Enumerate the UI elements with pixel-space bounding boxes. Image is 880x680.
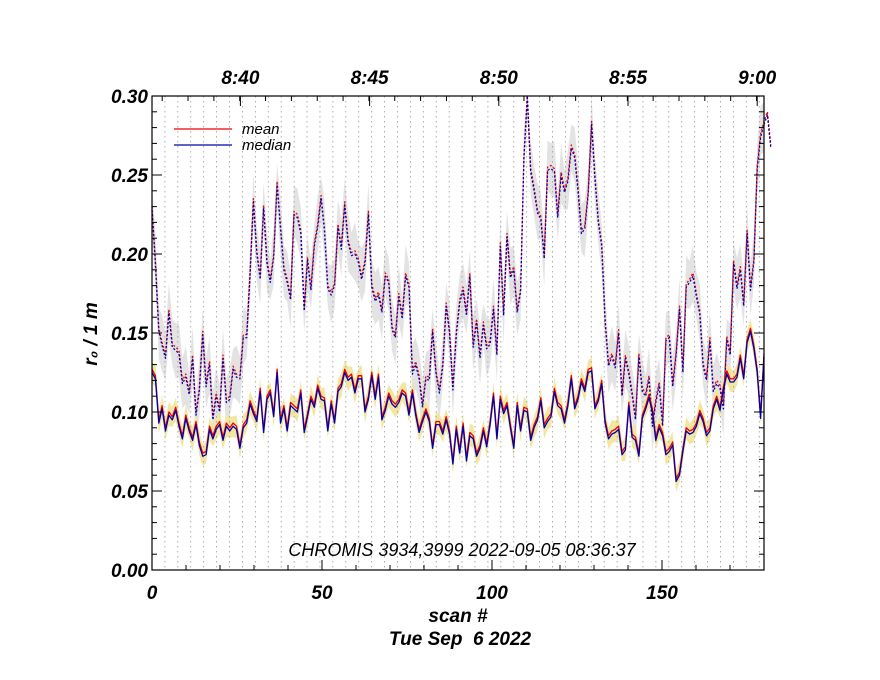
data-series (151, 95, 772, 483)
x-tick-label: 50 (311, 583, 333, 604)
time-tick-label: 9:00 (738, 68, 776, 89)
high-spread-band (152, 96, 764, 452)
y-tick-label: 0.05 (111, 482, 148, 503)
y-tick-label: 0.25 (111, 166, 148, 187)
y-axis-label: r₀ / 1 m (81, 302, 102, 366)
time-tick-label: 8:45 (351, 68, 389, 89)
x-tick-label: 100 (476, 583, 508, 604)
high-mean-line (151, 95, 772, 424)
time-tick-label: 8:55 (609, 68, 647, 89)
y-tick-label: 0.30 (111, 87, 148, 108)
legend-mean-label: mean (242, 121, 280, 138)
legend: mean median (174, 121, 291, 154)
spread-bands (152, 96, 764, 493)
y-tick-label: 0.10 (111, 403, 148, 424)
axes: 0.00 0.05 0.10 0.15 0.20 0.25 0.30 0 50 100 150 8:4… (111, 68, 777, 604)
y-tick-label: 0.15 (111, 324, 148, 345)
x-tick-label: 0 (147, 583, 158, 604)
time-tick-label: 8:40 (221, 68, 259, 89)
y-tick-label: 0.20 (111, 245, 148, 266)
chart-annotation: CHROMIS 3934,3999 2022-09-05 08:36:37 (288, 540, 636, 560)
date-label: Tue Sep 6 2022 (389, 629, 532, 650)
y-tick-label: 0.00 (111, 561, 148, 582)
x-tick-label: 150 (646, 583, 678, 604)
x-axis-label: scan # (428, 606, 488, 627)
legend-median-label: median (242, 137, 291, 154)
time-tick-label: 8:50 (480, 68, 518, 89)
low-median-line (151, 330, 765, 483)
